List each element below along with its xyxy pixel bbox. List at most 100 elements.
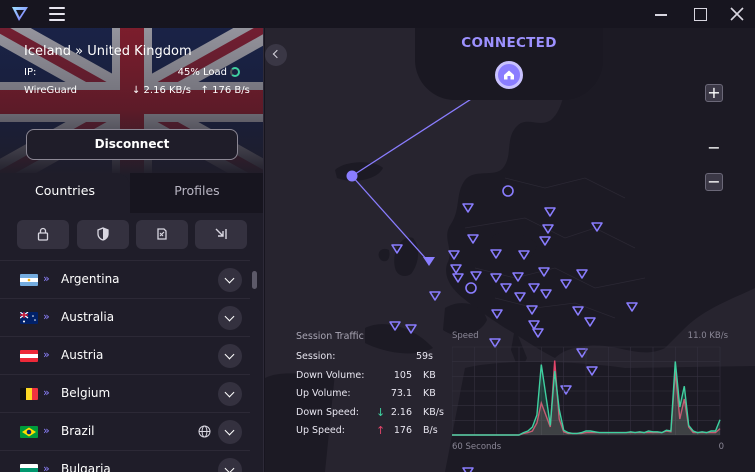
up-arrow-icon: ↑ <box>376 424 386 437</box>
speed-graph-max: 11.0 KB/s <box>687 331 728 341</box>
stat-unit: KB <box>423 388 436 399</box>
australia-flag-icon <box>20 312 38 324</box>
home-icon <box>504 70 514 80</box>
tab-bar: Profiles Countries <box>0 173 263 213</box>
zoom-reset-button[interactable]: − <box>707 138 721 157</box>
up-speed-row: Up Speed: ↑ 176 B/s <box>296 424 446 444</box>
filter-bar <box>0 220 263 250</box>
expand-chevron-button[interactable] <box>218 344 242 368</box>
stat-value: 105 <box>393 369 412 381</box>
stat-unit: KB <box>423 369 436 381</box>
up-speed: ↑ 176 B/s <box>200 85 250 96</box>
close-icon[interactable] <box>728 5 746 23</box>
server-load: 45% Load <box>177 67 227 78</box>
country-name: Bulgaria <box>61 462 111 472</box>
secure-core-chevrons-icon: » <box>43 310 50 323</box>
p2p-filter-button[interactable] <box>136 220 188 249</box>
secure-core-chevrons-icon: » <box>43 348 50 361</box>
stat-value: 59s <box>415 351 433 362</box>
list-item-argentina[interactable]: » Argentina <box>0 260 250 298</box>
tab-profiles[interactable]: Profiles <box>130 173 263 213</box>
secure-core-lock-icon <box>37 227 49 241</box>
up-volume-row: Up Volume: 73.1 KB <box>296 388 446 407</box>
netshield-filter-button[interactable] <box>77 220 129 249</box>
zoom-in-button[interactable]: + <box>705 84 723 102</box>
speed-graph-x-left: 60 Seconds <box>452 442 502 452</box>
connection-status: CONNECTED <box>461 35 557 51</box>
protonvpn-logo-icon <box>12 7 28 21</box>
p2p-icon <box>157 228 167 240</box>
expand-chevron-button[interactable] <box>218 382 242 406</box>
country-name: Austria <box>61 348 104 362</box>
connection-status-pill: CONNECTED <box>415 28 603 100</box>
country-name: Brazil <box>61 424 95 438</box>
stat-label: Up Volume: <box>296 388 351 399</box>
stat-value: 73.1 <box>390 388 412 399</box>
zoom-out-button[interactable]: − <box>705 173 723 191</box>
down-speed-line <box>452 361 721 436</box>
tor-filter-button[interactable] <box>195 220 247 249</box>
down-speed: ↓ 2.16 KB/s <box>132 85 191 96</box>
country-name: Argentina <box>61 272 120 286</box>
stat-label: Down Volume: <box>296 369 365 381</box>
sidebar: Iceland » United Kingdom IP: 45% Load Wi… <box>0 28 264 472</box>
down-arrow-icon: ↓ <box>376 405 386 419</box>
session-traffic-panel: Session Traffic Session: 59s Down Volume… <box>296 331 446 444</box>
ip-row: IP: 45% Load <box>24 67 240 78</box>
stat-label: Session: <box>296 351 336 362</box>
secure-core-chevrons-icon: » <box>43 424 50 437</box>
belgium-flag-icon <box>20 388 38 400</box>
country-name: Australia <box>61 310 115 324</box>
expand-chevron-button[interactable] <box>218 306 242 330</box>
expand-chevron-button[interactable] <box>218 268 242 292</box>
austria-flag-icon <box>20 350 38 362</box>
minimize-button[interactable] <box>652 5 670 23</box>
connection-route: Iceland » United Kingdom <box>24 44 192 59</box>
session-traffic-title: Session Traffic <box>296 331 364 342</box>
list-item-austria[interactable]: » Austria <box>0 336 250 374</box>
stat-label: Up Speed: <box>296 425 345 436</box>
tor-exit-icon <box>215 228 227 239</box>
title-bar <box>0 0 755 28</box>
hamburger-menu-icon[interactable] <box>49 7 65 21</box>
disconnect-button[interactable]: Disconnect <box>26 129 238 160</box>
down-speed-row: Down Speed: ↓ 2.16 KB/s <box>296 405 446 426</box>
ip-label: IP: <box>24 67 37 78</box>
country-name: Belgium <box>61 386 111 400</box>
expand-chevron-button[interactable] <box>218 458 242 472</box>
secure-core-chevrons-icon: » <box>43 462 50 472</box>
shield-netshield-icon <box>97 227 109 241</box>
stat-value: 2.16 <box>390 406 412 418</box>
connection-banner: Iceland » United Kingdom IP: 45% Load Wi… <box>0 28 263 176</box>
secure-core-chevrons-icon: » <box>43 386 50 399</box>
globe-icon <box>198 425 211 438</box>
bulgaria-flag-icon <box>20 464 38 472</box>
list-item-brazil[interactable]: » Brazil <box>0 412 250 450</box>
load-ring-icon <box>230 67 240 77</box>
session-time-row: Session: 59s <box>296 351 446 370</box>
argentina-flag-icon <box>20 274 38 286</box>
expand-chevron-button[interactable] <box>218 420 242 444</box>
speed-graph: Speed 11.0 KB/s 60 Seconds 0 <box>452 331 728 455</box>
collapse-sidebar-button[interactable] <box>265 44 287 66</box>
list-item-belgium[interactable]: » Belgium <box>0 374 250 412</box>
stat-label: Down Speed: <box>296 406 359 418</box>
stat-value: 176 <box>393 425 412 436</box>
speed-readout: ↓ 2.16 KB/s ↑ 176 B/s <box>132 85 250 96</box>
secure-core-filter-button[interactable] <box>17 220 69 249</box>
protocol-label: WireGuard <box>24 85 77 96</box>
country-list: » Argentina » Australia » Austria » Belg… <box>0 260 250 472</box>
stat-unit: B/s <box>423 425 438 436</box>
maximize-button[interactable] <box>691 5 709 23</box>
speed-graph-x-right: 0 <box>718 442 724 452</box>
list-item-bulgaria[interactable]: » Bulgaria <box>0 450 250 472</box>
down-volume-row: Down Volume: 105 KB <box>296 370 446 389</box>
scrollbar-thumb[interactable] <box>252 271 257 289</box>
protocol-row: WireGuard ↓ 2.16 KB/s ↑ 176 B/s <box>24 85 250 96</box>
home-location-button[interactable] <box>495 61 523 89</box>
speed-graph-plot <box>452 346 721 436</box>
tab-countries[interactable]: Countries <box>0 173 130 213</box>
stat-unit: KB/s <box>423 406 444 418</box>
brazil-flag-icon <box>20 426 38 438</box>
list-item-australia[interactable]: » Australia <box>0 298 250 336</box>
